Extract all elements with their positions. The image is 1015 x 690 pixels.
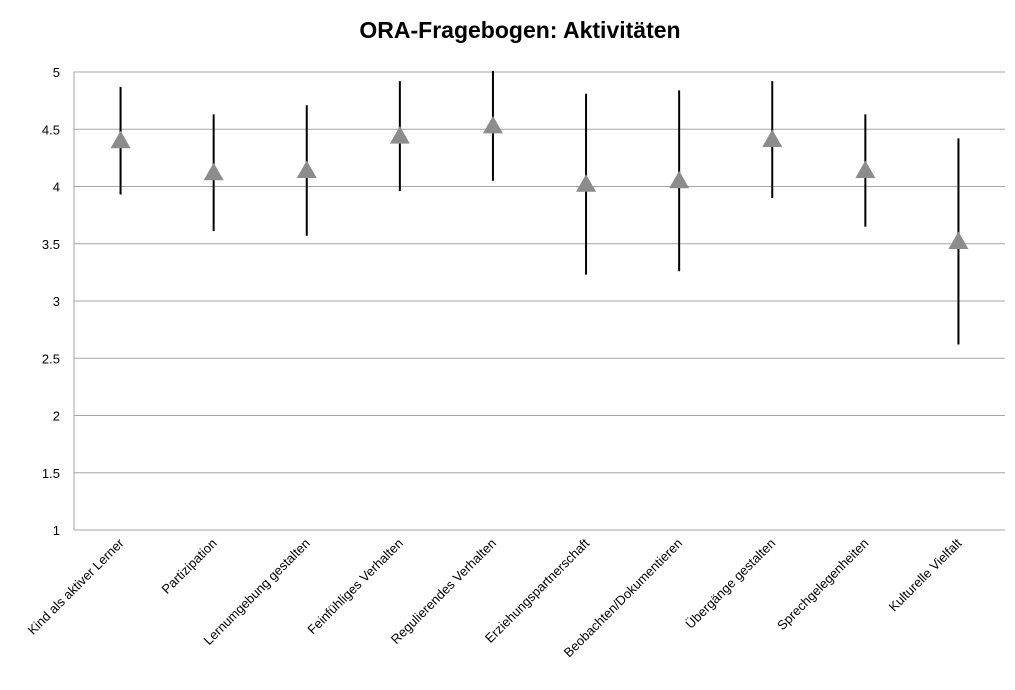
marker	[110, 130, 131, 149]
marker	[203, 162, 224, 181]
y-tick-label: 2	[53, 409, 60, 424]
y-tick-label: 5	[53, 65, 60, 80]
x-tick-label: Regulierendes Verhalten	[388, 536, 499, 647]
x-tick-label: Kulturelle Vielfalt	[886, 535, 965, 614]
marker	[669, 170, 690, 189]
y-tick-label: 2.5	[42, 351, 60, 366]
x-tick-label: Kind als aktiver Lerner	[25, 535, 128, 638]
y-tick-label: 3.5	[42, 237, 60, 252]
chart-title: ORA-Fragebogen: Aktivitäten	[359, 17, 680, 43]
y-tick-label: 1.5	[42, 466, 60, 481]
x-tick-label: Lernumgebung gestalten	[201, 536, 313, 648]
marker	[576, 174, 597, 192]
x-tick-label: Feinfühliges Verhalten	[304, 536, 406, 638]
marker	[389, 126, 410, 144]
x-tick-label: Sprechgelegenheiten	[774, 536, 872, 634]
marker	[296, 160, 317, 178]
y-tick-label: 3	[53, 294, 60, 309]
marker	[855, 160, 876, 178]
y-tick-label: 4	[53, 180, 60, 195]
x-tick-label: Partizipation	[159, 536, 220, 597]
y-tick-label: 1	[53, 523, 60, 538]
y-tick-label: 4.5	[42, 122, 60, 137]
marker	[948, 231, 969, 249]
x-tick-label: Erziehungspartnerschaft	[482, 535, 593, 646]
x-tick-label: Übergänge gestalten	[682, 536, 778, 632]
marker	[762, 129, 783, 148]
marker	[482, 115, 503, 134]
